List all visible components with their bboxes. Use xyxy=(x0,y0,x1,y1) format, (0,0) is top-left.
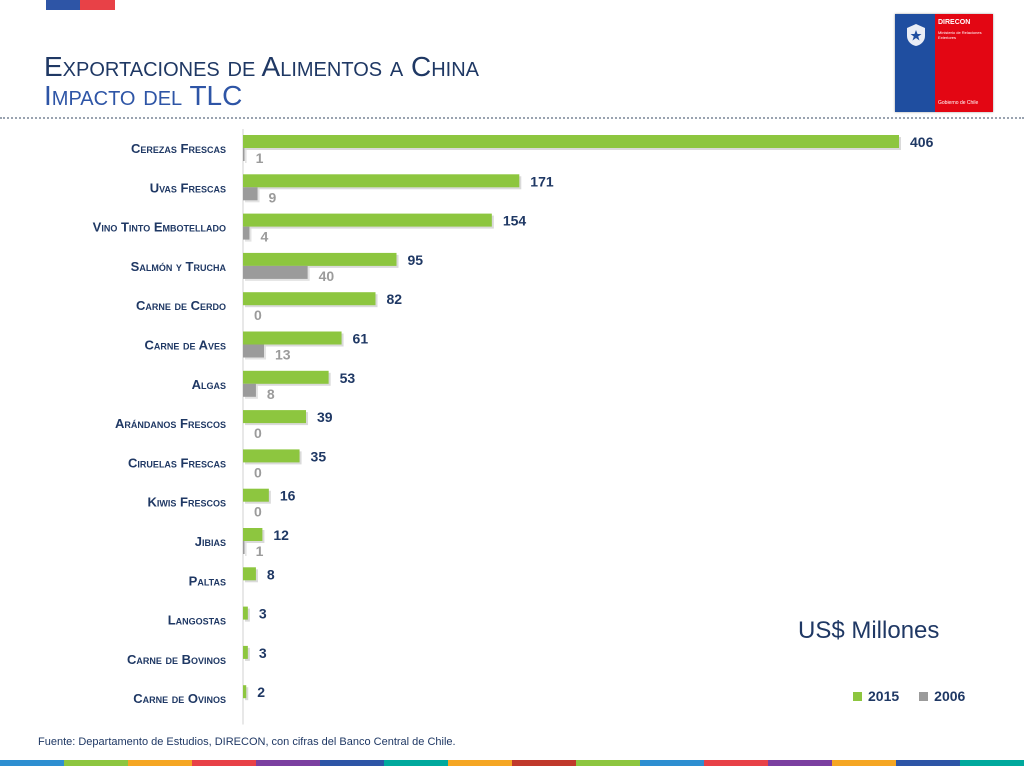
category-label: Vino Tinto Embotellado xyxy=(93,220,226,235)
value-label-2015: 3 xyxy=(259,645,267,661)
bar-2015 xyxy=(243,174,520,188)
bar-2015 xyxy=(243,645,248,659)
bar-2015 xyxy=(243,331,342,345)
category-label: Carne de Cerdo xyxy=(136,298,226,313)
value-label-2015: 154 xyxy=(503,213,527,229)
category-label: Carne de Bovinos xyxy=(127,652,226,667)
value-label-2006: 8 xyxy=(267,386,275,402)
value-label-2015: 2 xyxy=(257,684,265,700)
logo-brand: DIRECON xyxy=(938,19,971,26)
legend-item-2015: 2015 xyxy=(853,688,899,704)
category-label: Langostas xyxy=(168,613,226,628)
bar-2006 xyxy=(243,226,250,240)
value-label-2015: 39 xyxy=(317,409,333,425)
bar-shadow-2015 xyxy=(245,687,249,701)
logo-subtitle: Ministerio de Relaciones Exteriores xyxy=(938,30,982,40)
bar-2006 xyxy=(243,265,308,279)
value-label-2015: 12 xyxy=(273,527,289,543)
category-label: Ciruelas Frescas xyxy=(128,455,226,470)
source-note: Fuente: Departamento de Estudios, DIRECO… xyxy=(38,736,456,748)
bar-2006 xyxy=(243,383,256,397)
bar-2015 xyxy=(243,606,248,620)
bar-2015 xyxy=(243,488,269,502)
category-label: Arándanos Frescos xyxy=(115,416,226,431)
top-tab-blue xyxy=(46,0,80,10)
value-label-2006: 1 xyxy=(256,543,264,559)
category-label: Jibias xyxy=(195,534,226,549)
header-divider xyxy=(0,117,1024,119)
value-label-2015: 82 xyxy=(386,291,402,307)
category-label: Carne de Ovinos xyxy=(133,691,226,706)
value-label-2015: 35 xyxy=(311,448,327,464)
legend-label-2015: 2015 xyxy=(868,688,900,704)
bar-2015 xyxy=(243,135,899,148)
value-label-2006: 0 xyxy=(254,307,262,323)
value-label-2015: 53 xyxy=(340,370,356,386)
page-subtitle: Impacto del TLC xyxy=(44,80,243,112)
value-label-2006: 0 xyxy=(254,504,262,520)
chart-legend: 2015 2006 xyxy=(853,688,965,704)
value-label-2015: 8 xyxy=(267,566,275,582)
bar-2015 xyxy=(243,449,300,463)
value-label-2006: 13 xyxy=(275,347,291,363)
bar-2015 xyxy=(243,252,397,266)
bar-shadow-2006 xyxy=(245,150,247,163)
bar-2015 xyxy=(243,567,256,581)
category-label: Paltas xyxy=(189,573,226,588)
value-label-2015: 95 xyxy=(407,252,423,268)
value-label-2015: 61 xyxy=(353,331,369,347)
value-label-2006: 4 xyxy=(260,229,268,245)
category-label: Uvas Frescas xyxy=(150,180,226,195)
units-label: US$ Millones xyxy=(798,617,940,644)
legend-item-2006: 2006 xyxy=(919,688,965,704)
logo-footer: Gobierno de Chile xyxy=(938,100,979,106)
bar-2015 xyxy=(243,685,247,699)
page-title: Exportaciones de Alimentos a China xyxy=(44,51,479,82)
bar-2015 xyxy=(243,370,329,384)
category-label: Algas xyxy=(192,377,226,392)
value-label-2006: 9 xyxy=(269,189,277,205)
value-label-2006: 1 xyxy=(256,150,264,166)
bar-2015 xyxy=(243,292,376,306)
bar-2015 xyxy=(243,213,492,227)
bar-2006 xyxy=(243,187,258,201)
value-label-2006: 40 xyxy=(319,268,335,284)
direcon-logo: DIRECON Ministerio de Relaciones Exterio… xyxy=(895,14,993,112)
footer-color-stripe xyxy=(0,758,1024,768)
value-label-2015: 16 xyxy=(280,488,296,504)
legend-swatch-2015 xyxy=(853,691,862,701)
value-label-2015: 3 xyxy=(259,606,267,622)
value-label-2015: 171 xyxy=(530,173,554,189)
bar-2015 xyxy=(243,528,263,541)
legend-label-2006: 2006 xyxy=(934,688,966,704)
logo-red-panel xyxy=(935,14,993,112)
category-label: Kiwis Frescos xyxy=(148,495,226,510)
category-label: Salmón y Trucha xyxy=(131,259,227,274)
bar-2006 xyxy=(243,148,245,161)
value-label-2006: 0 xyxy=(254,464,262,480)
coat-of-arms-icon xyxy=(907,24,925,46)
bar-2006 xyxy=(243,344,265,358)
bar-2006 xyxy=(243,541,245,554)
value-label-2015: 406 xyxy=(910,134,934,150)
title-block: Exportaciones de Alimentos a China Impac… xyxy=(44,52,479,111)
top-tab-red xyxy=(80,0,115,10)
bar-shadow-2006 xyxy=(245,543,247,556)
legend-swatch-2006 xyxy=(919,691,929,701)
category-label: Carne de Aves xyxy=(144,338,226,353)
category-label: Cerezas Frescas xyxy=(131,141,226,156)
bar-2015 xyxy=(243,410,307,424)
value-label-2006: 0 xyxy=(254,425,262,441)
